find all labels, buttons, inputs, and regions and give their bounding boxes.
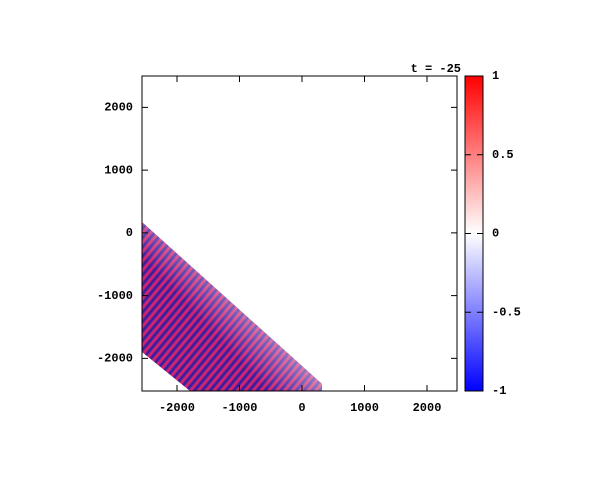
x-tick-label: -1000 <box>221 401 257 415</box>
plot-frame <box>141 75 458 392</box>
y-tick-label: -2000 <box>97 352 133 366</box>
y-tick-label: 0 <box>126 226 133 240</box>
colorbar-tick-label: 0.5 <box>492 148 514 162</box>
axes: -2000 -1000 0 1000 2000 -2000 -1000 0 1000 2000 -1… <box>97 69 521 415</box>
colorbar-tick-label: 0 <box>492 227 499 241</box>
x-tick-label: 2000 <box>413 401 442 415</box>
colorbar-tick-label: 1 <box>492 69 499 83</box>
y-tick-label: 1000 <box>104 163 133 177</box>
x-tick-label: -2000 <box>159 401 195 415</box>
colorbar-tick-label: -0.5 <box>492 305 521 319</box>
colorbar-tick-label: -1 <box>492 384 506 398</box>
wave-band <box>142 222 330 391</box>
x-tick-label: 0 <box>298 401 305 415</box>
y-tick-label: -1000 <box>97 289 133 303</box>
chart-title: t = -25 <box>411 62 461 76</box>
x-tick-label: 1000 <box>350 401 379 415</box>
y-tick-label: 2000 <box>104 101 133 115</box>
